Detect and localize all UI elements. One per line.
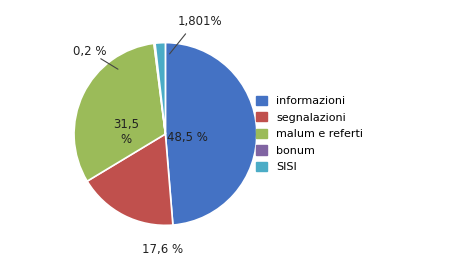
Text: 1,801%: 1,801% bbox=[177, 16, 221, 28]
Text: 48,5 %: 48,5 % bbox=[167, 131, 208, 144]
Text: 17,6 %: 17,6 % bbox=[142, 243, 183, 256]
Wedge shape bbox=[74, 43, 165, 181]
Wedge shape bbox=[154, 43, 165, 134]
Legend: informazioni, segnalazioni, malum e referti, bonum, SISI: informazioni, segnalazioni, malum e refe… bbox=[251, 91, 367, 177]
Wedge shape bbox=[87, 134, 172, 225]
Wedge shape bbox=[165, 43, 256, 225]
Wedge shape bbox=[155, 43, 165, 134]
Text: 0,2 %: 0,2 % bbox=[73, 45, 107, 58]
Text: 31,5
%: 31,5 % bbox=[113, 118, 139, 146]
